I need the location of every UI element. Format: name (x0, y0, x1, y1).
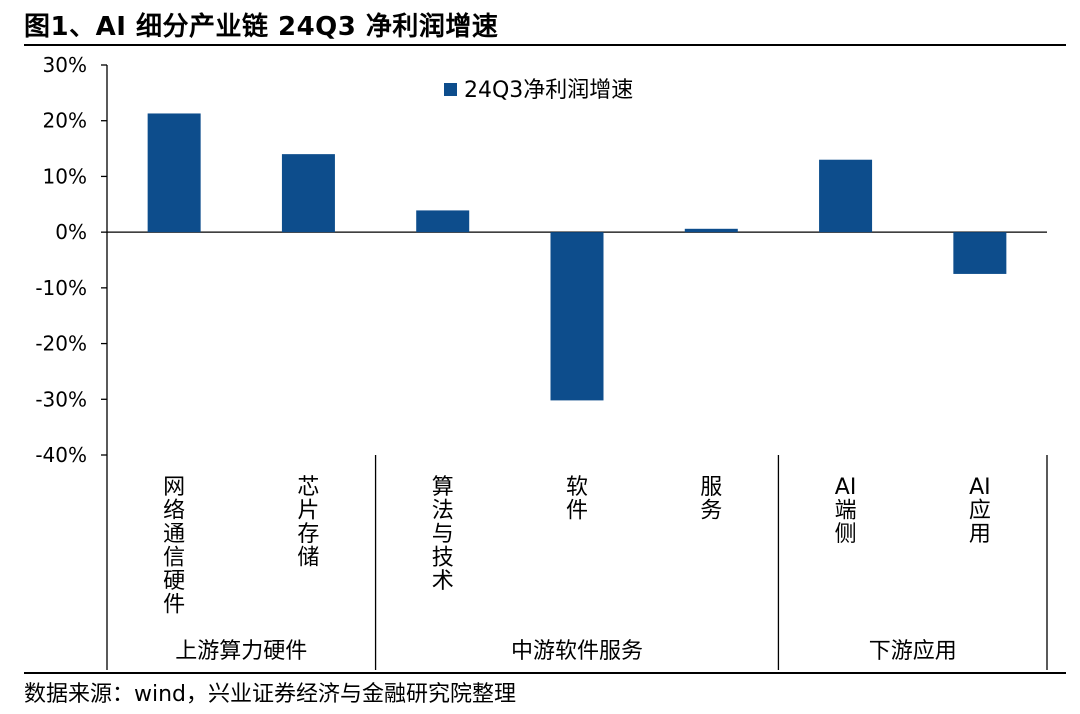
figure-title: 图1、AI 细分产业链 24Q3 净利润增速 (24, 12, 499, 42)
category-label: 服务 (700, 475, 722, 524)
category-label: AI 应用 (969, 475, 991, 547)
bar (953, 232, 1007, 274)
y-tick-label: 0% (55, 220, 87, 244)
bar (281, 154, 335, 233)
category-label: 网络通信硬件 (163, 475, 185, 618)
legend-swatch (444, 83, 457, 96)
source-note: 数据来源：wind，兴业证券经济与金融研究院整理 (24, 682, 517, 707)
group-label: 下游应用 (869, 639, 957, 664)
group-label: 中游软件服务 (511, 639, 643, 664)
bottom-rule (24, 672, 1066, 674)
bar (416, 210, 470, 233)
bar (147, 113, 201, 233)
y-tick-label: 30% (43, 53, 87, 77)
top-rule (24, 44, 1066, 46)
bar (819, 159, 873, 233)
bar (684, 228, 738, 233)
legend-label: 24Q3净利润增速 (464, 78, 633, 103)
category-label: 芯片存储 (297, 475, 319, 571)
y-tick-label: -20% (35, 332, 87, 356)
bar (550, 232, 604, 401)
y-tick-label: -30% (35, 387, 87, 411)
y-tick-label: 20% (43, 109, 87, 133)
y-tick-label: 10% (43, 164, 87, 188)
group-label: 上游算力硬件 (175, 639, 307, 664)
category-label: 软件 (566, 475, 588, 524)
y-tick-label: -40% (35, 443, 87, 467)
y-tick-label: -10% (35, 276, 87, 300)
category-label: 算法与技术 (432, 475, 454, 594)
category-label: AI 端侧 (835, 475, 857, 547)
